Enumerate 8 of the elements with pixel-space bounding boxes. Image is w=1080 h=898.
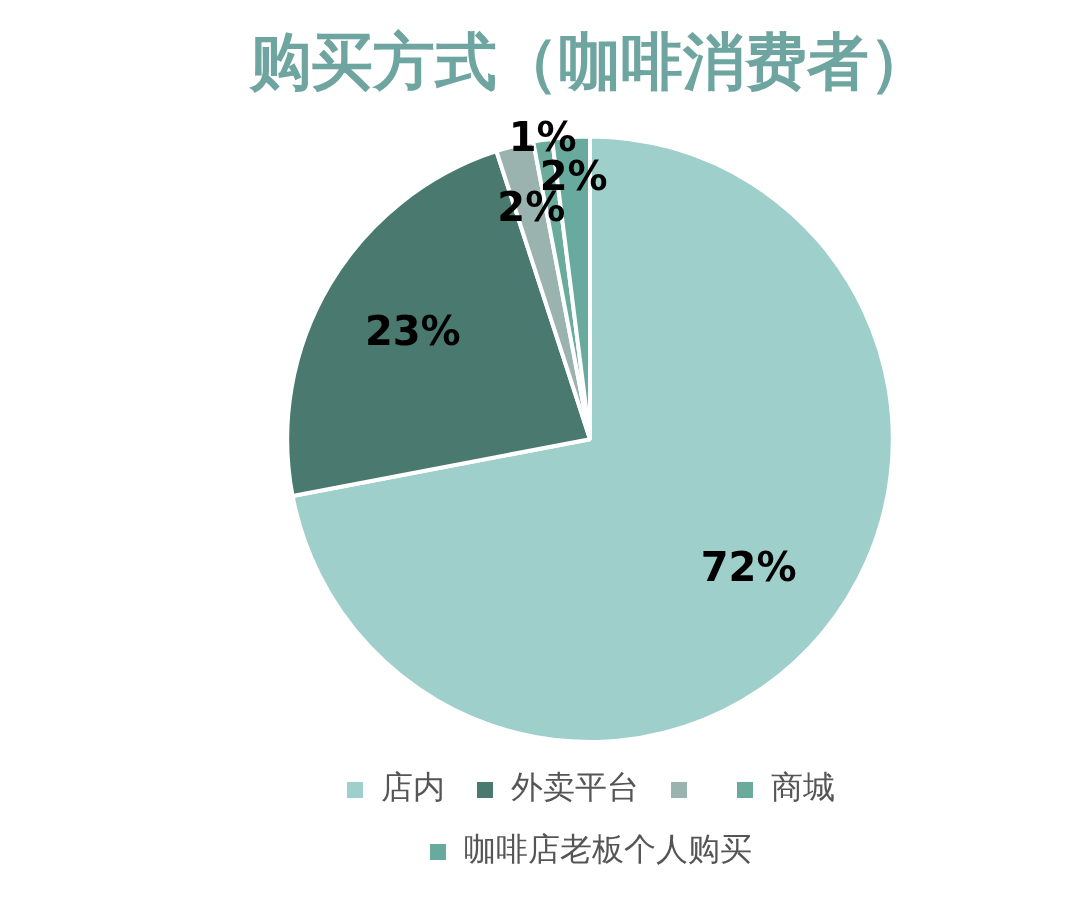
legend-label: 咖啡店老板个人购买 — [464, 830, 752, 869]
legend-label: 商城 — [771, 768, 835, 807]
legend-label: 外卖平台 — [511, 768, 639, 807]
data-label: 23% — [364, 307, 461, 354]
legend-label: 店内 — [381, 768, 445, 807]
data-label: 72% — [700, 543, 797, 590]
data-label: 1% — [508, 113, 577, 160]
chart-title: 购买方式（咖啡消费者） — [247, 26, 931, 99]
